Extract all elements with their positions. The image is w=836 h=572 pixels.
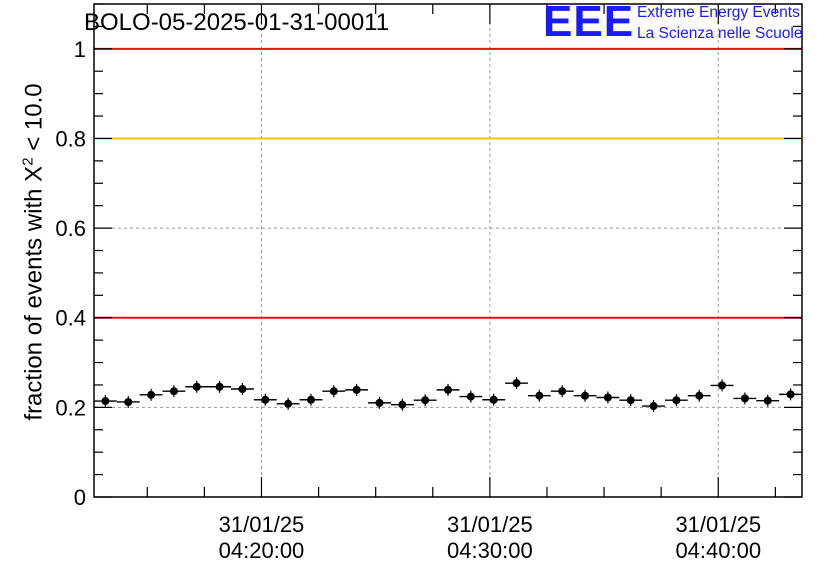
data-point — [779, 388, 802, 401]
data-point — [208, 380, 232, 393]
y-tick-label: 0.6 — [55, 216, 86, 241]
point-marker — [169, 387, 178, 396]
data-point — [185, 380, 209, 393]
point-marker — [695, 391, 704, 400]
point-marker — [147, 390, 156, 399]
data-point — [276, 397, 300, 410]
data-point — [299, 393, 323, 406]
x-tick-time-label: 04:40:00 — [675, 538, 761, 563]
point-marker — [215, 382, 224, 391]
point-marker — [238, 384, 247, 393]
data-point — [573, 389, 597, 402]
y-axis-label-prefix: fraction of events with — [20, 181, 48, 421]
point-marker — [398, 400, 407, 409]
data-point — [619, 394, 643, 407]
point-marker — [192, 382, 201, 391]
point-marker — [124, 397, 133, 406]
eee-logo: EEE Extreme Energy Events La Scienza nel… — [543, 0, 833, 46]
point-marker — [101, 397, 110, 406]
data-point — [253, 393, 277, 406]
point-marker — [581, 391, 590, 400]
data-point — [413, 394, 437, 407]
data-point — [596, 391, 620, 404]
point-marker — [535, 391, 544, 400]
eee-logo-mark: EEE — [543, 0, 635, 46]
point-marker — [786, 390, 795, 399]
point-marker — [489, 395, 498, 404]
point-marker — [375, 398, 384, 407]
logo-text-line1: Extreme Energy Events — [637, 4, 800, 21]
data-point — [664, 394, 688, 407]
point-marker — [672, 396, 681, 405]
point-marker — [306, 395, 315, 404]
data-point — [390, 398, 414, 411]
data-point — [94, 395, 117, 408]
x-tick-labels: 31/01/2504:20:0031/01/2504:30:0031/01/25… — [219, 512, 761, 563]
point-marker — [329, 387, 338, 396]
data-point — [710, 379, 734, 392]
x-tick-date-label: 31/01/25 — [675, 512, 761, 537]
point-marker — [466, 392, 475, 401]
x-tick-time-label: 04:20:00 — [219, 538, 305, 563]
data-point — [436, 383, 460, 396]
y-axis-label-symbol: X — [20, 165, 48, 182]
data-point — [756, 394, 780, 407]
data-point — [368, 396, 391, 409]
y-tick-label: 0.8 — [55, 126, 86, 151]
axis-ticks — [94, 3, 802, 498]
data-point — [687, 389, 711, 402]
y-axis-label-suffix: < 10.0 — [20, 83, 48, 158]
plot-frame — [93, 3, 803, 498]
data-point — [527, 389, 551, 402]
data-point — [116, 395, 140, 408]
point-marker — [421, 396, 430, 405]
data-point — [550, 385, 574, 398]
chart-title: BOLO-05-2025-01-31-00011 — [84, 9, 390, 36]
data-point — [505, 377, 528, 390]
y-tick-label: 0.4 — [55, 306, 86, 331]
data-point — [482, 393, 506, 406]
point-marker — [626, 396, 635, 405]
x-tick-date-label: 31/01/25 — [447, 512, 533, 537]
point-marker — [284, 399, 293, 408]
y-tick-labels: 0 0.2 0.4 0.6 0.8 1 — [55, 37, 86, 510]
data-point — [139, 388, 163, 401]
point-marker — [352, 385, 361, 394]
point-marker — [558, 387, 567, 396]
reference-lines — [94, 47, 802, 319]
x-tick-time-label: 04:30:00 — [447, 538, 533, 563]
point-marker — [444, 385, 452, 394]
y-tick-label: 1 — [74, 37, 86, 62]
point-marker — [261, 395, 270, 404]
data-point — [322, 385, 346, 398]
y-tick-label: 0 — [74, 485, 86, 510]
data-point — [162, 385, 186, 398]
point-marker — [718, 381, 727, 390]
point-marker — [740, 394, 749, 403]
data-points — [94, 377, 802, 413]
data-point — [642, 400, 665, 413]
gridlines — [94, 4, 802, 497]
y-axis-label: fraction of events with X2 < 10.0 — [20, 83, 49, 420]
data-point — [459, 390, 483, 403]
point-marker — [603, 393, 612, 402]
point-marker — [512, 379, 521, 388]
y-axis-label-sup: 2 — [19, 157, 37, 166]
data-point — [231, 382, 254, 395]
logo-text-line2: La Scienza nelle Scuole — [637, 25, 803, 42]
data-point — [733, 392, 757, 405]
point-marker — [763, 396, 772, 405]
x-tick-date-label: 31/01/25 — [219, 512, 305, 537]
point-marker — [649, 402, 658, 411]
y-tick-label: 0.2 — [55, 395, 86, 420]
data-point — [345, 383, 369, 396]
